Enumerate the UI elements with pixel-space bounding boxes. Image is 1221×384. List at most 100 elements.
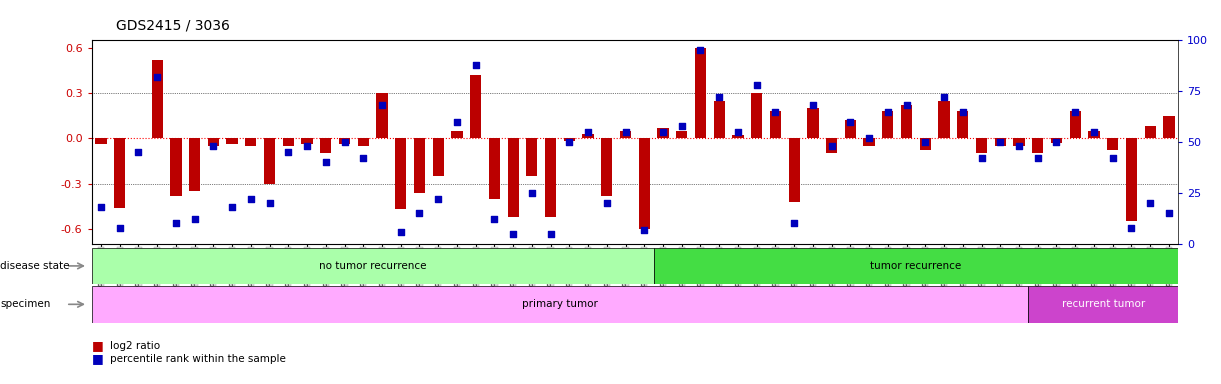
- Point: [672, 123, 691, 129]
- Bar: [657, 128, 669, 138]
- Bar: [807, 108, 818, 138]
- Point: [1046, 139, 1066, 145]
- Bar: [1070, 111, 1081, 138]
- Bar: [452, 131, 463, 138]
- Point: [766, 109, 785, 115]
- Bar: [470, 75, 481, 138]
- Bar: [1028, 286, 1178, 323]
- Point: [128, 149, 148, 156]
- Bar: [676, 131, 687, 138]
- Point: [204, 143, 223, 149]
- Point: [1140, 200, 1160, 206]
- Point: [934, 94, 954, 100]
- Bar: [283, 138, 294, 146]
- Bar: [639, 138, 650, 229]
- Bar: [976, 138, 987, 153]
- Text: GDS2415 / 3036: GDS2415 / 3036: [116, 19, 230, 33]
- Text: tumor recurrence: tumor recurrence: [871, 261, 962, 271]
- Bar: [432, 138, 443, 176]
- Point: [784, 220, 803, 227]
- Text: log2 ratio: log2 ratio: [110, 341, 160, 351]
- Text: percentile rank within the sample: percentile rank within the sample: [110, 354, 286, 364]
- Point: [410, 210, 430, 217]
- Bar: [264, 138, 275, 184]
- Bar: [151, 60, 162, 138]
- Point: [541, 230, 560, 237]
- Point: [278, 149, 298, 156]
- Point: [1028, 155, 1048, 161]
- Point: [896, 103, 916, 109]
- Bar: [320, 138, 331, 153]
- Text: disease state: disease state: [0, 261, 70, 271]
- Point: [747, 82, 767, 88]
- Bar: [751, 93, 762, 138]
- Bar: [957, 111, 968, 138]
- Bar: [1032, 138, 1044, 153]
- Bar: [769, 111, 781, 138]
- Bar: [733, 135, 744, 138]
- Bar: [789, 138, 800, 202]
- Point: [1159, 210, 1178, 217]
- Point: [615, 129, 635, 135]
- Point: [354, 155, 374, 161]
- Bar: [995, 138, 1006, 146]
- Point: [391, 228, 410, 235]
- Point: [1103, 155, 1122, 161]
- Point: [559, 139, 579, 145]
- Bar: [302, 138, 313, 144]
- Point: [335, 139, 354, 145]
- Bar: [1144, 126, 1156, 138]
- Bar: [863, 138, 874, 146]
- Point: [92, 204, 111, 210]
- Point: [429, 196, 448, 202]
- Bar: [564, 138, 575, 141]
- Bar: [545, 138, 557, 217]
- Text: recurrent tumor: recurrent tumor: [1062, 299, 1145, 310]
- Point: [316, 159, 336, 166]
- Point: [635, 227, 654, 233]
- Text: ■: ■: [92, 339, 104, 352]
- Point: [241, 196, 260, 202]
- Bar: [601, 138, 613, 195]
- Point: [447, 119, 466, 125]
- Point: [297, 143, 316, 149]
- Bar: [1107, 138, 1118, 151]
- Point: [166, 220, 186, 227]
- Point: [840, 119, 860, 125]
- Bar: [1051, 138, 1062, 143]
- Point: [222, 204, 242, 210]
- Bar: [1126, 138, 1137, 221]
- Point: [916, 139, 935, 145]
- Point: [803, 103, 823, 109]
- Bar: [396, 138, 407, 209]
- Bar: [901, 105, 912, 138]
- Bar: [582, 134, 593, 138]
- Point: [485, 216, 504, 222]
- Text: no tumor recurrence: no tumor recurrence: [319, 261, 426, 271]
- Bar: [845, 120, 856, 138]
- Bar: [339, 138, 350, 144]
- Bar: [92, 286, 1028, 323]
- Point: [878, 109, 897, 115]
- Point: [709, 94, 729, 100]
- Point: [1084, 129, 1104, 135]
- Point: [653, 129, 673, 135]
- Point: [1066, 109, 1085, 115]
- Bar: [114, 138, 126, 208]
- Point: [148, 74, 167, 80]
- Point: [523, 190, 542, 196]
- Text: ■: ■: [92, 353, 104, 366]
- Text: specimen: specimen: [0, 299, 50, 310]
- Point: [372, 103, 392, 109]
- Point: [728, 129, 747, 135]
- Point: [1010, 143, 1029, 149]
- Bar: [827, 138, 838, 153]
- Point: [260, 200, 280, 206]
- Bar: [358, 138, 369, 146]
- Bar: [620, 131, 631, 138]
- Point: [822, 143, 841, 149]
- Bar: [208, 138, 219, 146]
- Bar: [92, 248, 653, 284]
- Bar: [713, 101, 725, 138]
- Bar: [189, 138, 200, 191]
